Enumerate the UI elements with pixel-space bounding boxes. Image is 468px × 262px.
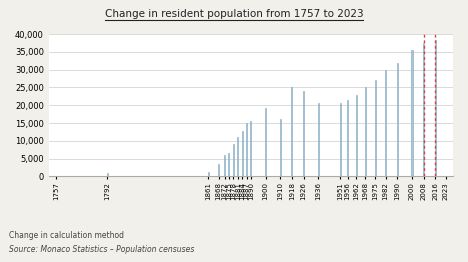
Text: Change in resident population from 1757 to 2023: Change in resident population from 1757 …: [105, 9, 363, 19]
Bar: [385, 70, 386, 176]
Text: Change in calculation method: Change in calculation method: [9, 231, 124, 239]
Bar: [303, 91, 304, 176]
Bar: [224, 155, 225, 176]
Bar: [318, 103, 319, 176]
Bar: [107, 173, 108, 176]
Bar: [233, 144, 234, 176]
Bar: [340, 103, 341, 176]
Bar: [411, 50, 412, 176]
Bar: [228, 153, 229, 176]
Bar: [280, 119, 281, 176]
Bar: [250, 121, 251, 176]
Bar: [246, 123, 247, 176]
Bar: [375, 80, 376, 176]
Bar: [423, 43, 424, 176]
Bar: [265, 108, 266, 176]
Bar: [241, 131, 242, 176]
Bar: [435, 40, 436, 176]
Bar: [356, 95, 357, 176]
Bar: [365, 88, 366, 176]
Bar: [208, 172, 209, 176]
Bar: [397, 63, 398, 176]
Bar: [218, 164, 219, 176]
Text: Source: Monaco Statistics – Population censuses: Source: Monaco Statistics – Population c…: [9, 245, 195, 254]
Bar: [237, 137, 238, 176]
Bar: [347, 100, 348, 176]
